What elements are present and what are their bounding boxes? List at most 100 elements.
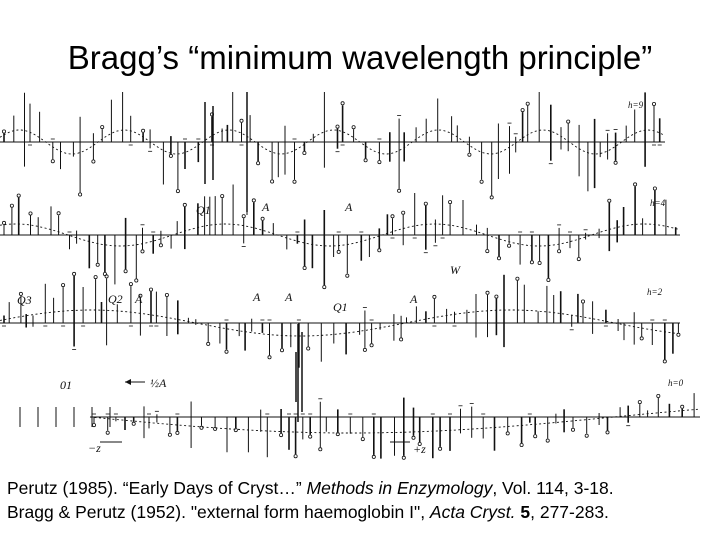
spike-end xyxy=(182,202,187,207)
axis-label: −z xyxy=(88,441,101,455)
long-spikes xyxy=(204,92,303,422)
spike-end xyxy=(260,216,265,221)
slide-title: Bragg’s “minimum wavelength principle” xyxy=(67,39,653,76)
spike-end xyxy=(584,433,589,438)
spike-end xyxy=(537,260,542,265)
spike-end xyxy=(489,195,494,200)
peak-label: Q2 xyxy=(108,292,123,306)
spike-end xyxy=(680,404,685,409)
spike-end xyxy=(525,101,530,106)
spike-end xyxy=(505,431,510,436)
spike-end xyxy=(362,347,367,352)
spike-end xyxy=(95,262,100,267)
spike-end xyxy=(363,158,368,163)
spike-end xyxy=(438,446,443,451)
spike-end xyxy=(656,393,661,398)
spike-end xyxy=(91,159,96,164)
spike-end xyxy=(18,291,23,296)
spike-end xyxy=(401,210,406,215)
row-envelope xyxy=(0,129,664,155)
spike-end xyxy=(123,269,128,274)
spike-end xyxy=(377,248,382,253)
spike-end xyxy=(515,276,520,281)
spike-end xyxy=(302,151,307,156)
spike-end xyxy=(432,294,437,299)
peak-label: A xyxy=(284,290,293,304)
spike-end xyxy=(566,119,571,124)
spike-end xyxy=(141,128,146,133)
spike-end xyxy=(377,160,382,165)
panel-label-h9: h=9 xyxy=(628,100,644,110)
spike-end xyxy=(28,211,33,216)
caption-line-2: Bragg & Perutz (1952). "external form ha… xyxy=(7,500,717,524)
spike-end xyxy=(507,243,512,248)
caption-1-journal: Methods in Enzymology xyxy=(306,478,493,498)
spike-end xyxy=(168,153,173,158)
spike-end xyxy=(78,192,83,197)
spike-end xyxy=(279,433,284,438)
spike-end xyxy=(50,159,55,164)
spike-end xyxy=(2,129,7,134)
spike-end xyxy=(533,434,538,439)
spike-end xyxy=(520,108,525,113)
spike-end xyxy=(496,256,501,261)
spike-end xyxy=(485,290,490,295)
spike-end xyxy=(2,220,7,225)
peak-label: Q1 xyxy=(333,300,348,314)
spike-end xyxy=(369,343,374,348)
axis-label: ½A xyxy=(150,376,167,390)
spike-end xyxy=(56,211,61,216)
spike-end xyxy=(239,118,244,123)
spike-end xyxy=(104,274,109,279)
spike-end xyxy=(270,179,275,184)
panel-label-h4: h=4 xyxy=(650,198,666,208)
peak-label: A xyxy=(134,292,143,306)
caption-1-text-b: , Vol. 114, 3-18. xyxy=(492,478,614,498)
spike-end xyxy=(390,214,395,219)
spike-end xyxy=(220,194,225,199)
spike-end xyxy=(613,160,618,165)
spike-end xyxy=(241,214,246,219)
axis-arrow-head xyxy=(125,379,131,385)
spike-end xyxy=(306,346,311,351)
spike-end xyxy=(417,441,422,446)
spike-end xyxy=(423,201,428,206)
spike-end xyxy=(164,292,169,297)
spike-end xyxy=(256,161,261,166)
caption: Perutz (1985). “Early Days of Cryst…” Me… xyxy=(7,476,717,524)
peak-label: Q1 xyxy=(196,203,211,217)
spike-end xyxy=(148,287,153,292)
spike-end xyxy=(92,423,97,428)
spike-end xyxy=(167,432,172,437)
h0-axis xyxy=(19,379,410,443)
spike-end xyxy=(61,283,66,288)
spike-end xyxy=(72,271,77,276)
spike-end xyxy=(633,182,638,187)
spike-end xyxy=(581,299,586,304)
spike-end xyxy=(175,430,180,435)
panel-label-h0: h=0 xyxy=(668,378,684,388)
peak-label: W xyxy=(450,263,461,277)
projection-row-1 xyxy=(0,92,665,200)
spike-end xyxy=(302,265,307,270)
spike-end xyxy=(138,293,143,298)
spike-end xyxy=(318,447,323,452)
spike-end xyxy=(308,434,313,439)
spike-end xyxy=(448,200,453,205)
spike-end xyxy=(401,455,406,460)
spike-end xyxy=(652,101,657,106)
spike-end xyxy=(175,189,180,194)
spike-end xyxy=(637,400,642,405)
spike-end xyxy=(206,341,211,346)
spike-end xyxy=(16,193,21,198)
caption-2-journal: Acta Cryst. xyxy=(429,502,516,522)
spike-end xyxy=(494,294,499,299)
spike-end xyxy=(467,152,472,157)
spike-end xyxy=(557,249,562,254)
spike-end xyxy=(479,179,484,184)
spike-end xyxy=(676,332,681,337)
spike-end xyxy=(607,198,612,203)
row-envelope xyxy=(89,408,700,434)
spike-end xyxy=(105,430,110,435)
spike-end xyxy=(485,249,490,254)
